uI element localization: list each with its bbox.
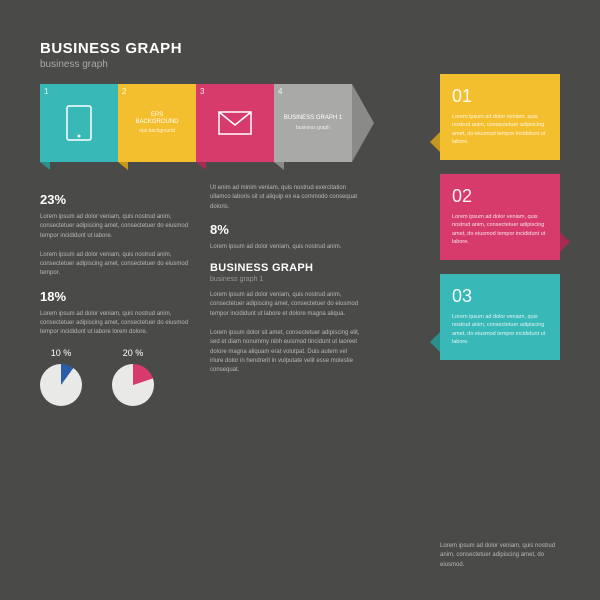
- para: Lorem ipsum ad dolor veniam, quis nostru…: [40, 310, 190, 338]
- step-label: BUSINESS GRAPH 1: [284, 115, 342, 122]
- ribbon-fold: [196, 162, 206, 170]
- step-number: 1: [44, 87, 48, 96]
- info-card: 01 Lorem ipsum ad dolor veniam, quis nost…: [440, 74, 560, 160]
- card-text: Lorem ipsum ad dolor veniam, quis nostru…: [452, 213, 548, 246]
- para: Lorem ipsum ad dolor veniam, quis nostru…: [210, 243, 360, 252]
- card-text: Lorem ipsum ad dolor veniam, quis nostru…: [452, 313, 548, 346]
- pie-item: 20 %: [112, 348, 154, 406]
- step-sublabel: eps background: [139, 128, 175, 134]
- stat-18: 18%: [40, 289, 190, 304]
- card-number: 01: [452, 86, 548, 107]
- card-text: Lorem ipsum ad dolor veniam, quis nostru…: [452, 113, 548, 146]
- card-fold: [430, 132, 440, 152]
- step-label: EPS: [151, 112, 163, 119]
- ribbon-fold: [274, 162, 284, 170]
- section-heading: BUSINESS GRAPH: [210, 262, 360, 274]
- footer-note: Lorem ipsum ad dolor veniam, quis nostru…: [440, 542, 560, 570]
- ribbon-step: 4 BUSINESS GRAPH 1 business graph: [274, 84, 352, 162]
- ribbon-step: 2 EPSBACKGROUND eps background: [118, 84, 196, 162]
- ribbon-fold: [118, 162, 128, 170]
- pie-item: 10 %: [40, 348, 82, 406]
- card-fold: [430, 332, 440, 352]
- step-sublabel: business graph: [296, 125, 330, 131]
- para: Ut enim ad minim veniam, quis nostrud ex…: [210, 184, 360, 212]
- pie-chart: [40, 364, 82, 406]
- page-subtitle: business graph: [40, 59, 560, 70]
- step-label: BACKGROUND: [135, 119, 178, 126]
- envelope-icon: [218, 111, 252, 135]
- column-left: 23% Lorem ipsum ad dolor veniam, quis no…: [40, 184, 190, 406]
- pie-label: 20 %: [123, 348, 144, 358]
- step-number: 3: [200, 87, 204, 96]
- info-card: 03 Lorem ipsum ad dolor veniam, quis nost…: [440, 274, 560, 360]
- para: Lorem ipsum ad dolor veniam, quis nostru…: [210, 291, 360, 319]
- ribbon-fold: [40, 162, 50, 170]
- info-card: 02 Lorem ipsum ad dolor veniam, quis nost…: [440, 174, 560, 260]
- stat-8: 8%: [210, 222, 360, 237]
- para: Lorem ipsum ad dolor veniam, quis nostru…: [40, 251, 190, 279]
- section-subheading: business graph 1: [210, 276, 360, 283]
- ribbon-step: 1: [40, 84, 118, 162]
- card-number: 02: [452, 186, 548, 207]
- pie-label: 10 %: [51, 348, 72, 358]
- header: BUSINESS GRAPH business graph: [40, 40, 560, 70]
- step-number: 4: [278, 87, 282, 96]
- page-title: BUSINESS GRAPH: [40, 40, 560, 57]
- stat-23: 23%: [40, 192, 190, 207]
- para: Lorem ipsum dolor sit amet, consectetuer…: [210, 329, 360, 375]
- ribbon-tail: [352, 84, 374, 162]
- card-fold: [560, 232, 570, 252]
- card-stack: 01 Lorem ipsum ad dolor veniam, quis nost…: [440, 74, 560, 360]
- tablet-icon: [66, 105, 92, 141]
- card-number: 03: [452, 286, 548, 307]
- ribbon-step: 3: [196, 84, 274, 162]
- step-number: 2: [122, 87, 126, 96]
- pie-row: 10 % 20 %: [40, 348, 190, 406]
- para: Lorem ipsum ad dolor veniam, quis nostru…: [40, 213, 190, 241]
- column-middle: Ut enim ad minim veniam, quis nostrud ex…: [210, 184, 360, 406]
- pie-chart: [112, 364, 154, 406]
